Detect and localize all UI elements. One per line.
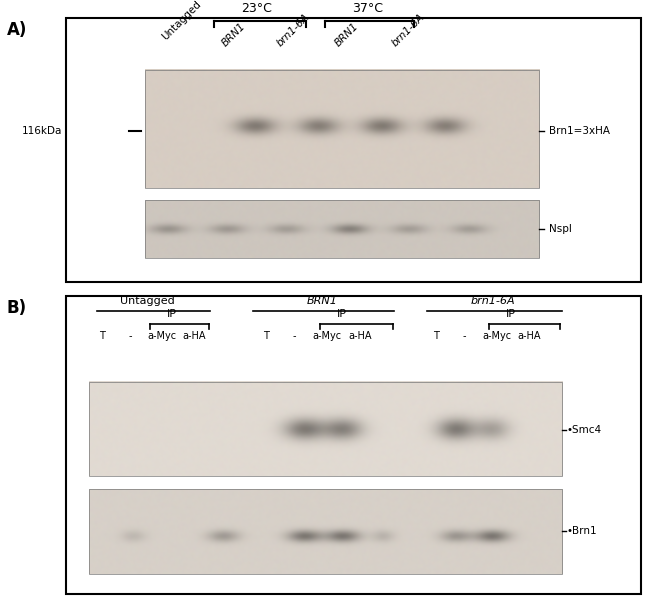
Text: T: T bbox=[99, 331, 104, 341]
Text: IP: IP bbox=[506, 310, 516, 319]
Bar bbox=[145, 200, 539, 258]
Text: 116kDa: 116kDa bbox=[22, 126, 62, 135]
Text: A): A) bbox=[7, 21, 27, 39]
Text: T: T bbox=[263, 331, 269, 341]
Text: BRN1: BRN1 bbox=[307, 296, 337, 306]
Text: a-HA: a-HA bbox=[348, 331, 372, 341]
Text: B): B) bbox=[7, 299, 27, 317]
Text: -: - bbox=[292, 331, 296, 341]
Text: BRN1: BRN1 bbox=[219, 21, 247, 49]
Text: 23°C: 23°C bbox=[241, 2, 271, 15]
Text: NspI: NspI bbox=[549, 225, 572, 234]
Text: IP: IP bbox=[336, 310, 347, 319]
Text: a-Myc: a-Myc bbox=[482, 331, 511, 341]
Text: -: - bbox=[128, 331, 132, 341]
Text: Untagged: Untagged bbox=[160, 0, 204, 42]
Bar bbox=[89, 382, 562, 476]
Text: -: - bbox=[462, 331, 466, 341]
Text: T: T bbox=[433, 331, 438, 341]
Text: IP: IP bbox=[167, 310, 177, 319]
Bar bbox=[66, 18, 641, 282]
Text: •Smc4: •Smc4 bbox=[566, 425, 601, 435]
Bar bbox=[66, 296, 641, 594]
Bar bbox=[89, 489, 562, 574]
Text: a-HA: a-HA bbox=[518, 331, 541, 341]
Text: Brn1=3xHA: Brn1=3xHA bbox=[549, 126, 610, 135]
Text: 37°C: 37°C bbox=[352, 2, 384, 15]
Text: •Brn1: •Brn1 bbox=[566, 526, 597, 536]
Text: a-Myc: a-Myc bbox=[148, 331, 177, 341]
Text: brn1-6A: brn1-6A bbox=[275, 12, 312, 49]
Text: a-Myc: a-Myc bbox=[313, 331, 342, 341]
Text: brn1-6A: brn1-6A bbox=[390, 12, 427, 49]
Text: Untagged: Untagged bbox=[120, 296, 175, 306]
Text: BRN1: BRN1 bbox=[333, 21, 361, 49]
Text: brn1-6A: brn1-6A bbox=[470, 296, 515, 306]
Bar bbox=[145, 70, 539, 188]
Text: a-HA: a-HA bbox=[183, 331, 206, 341]
